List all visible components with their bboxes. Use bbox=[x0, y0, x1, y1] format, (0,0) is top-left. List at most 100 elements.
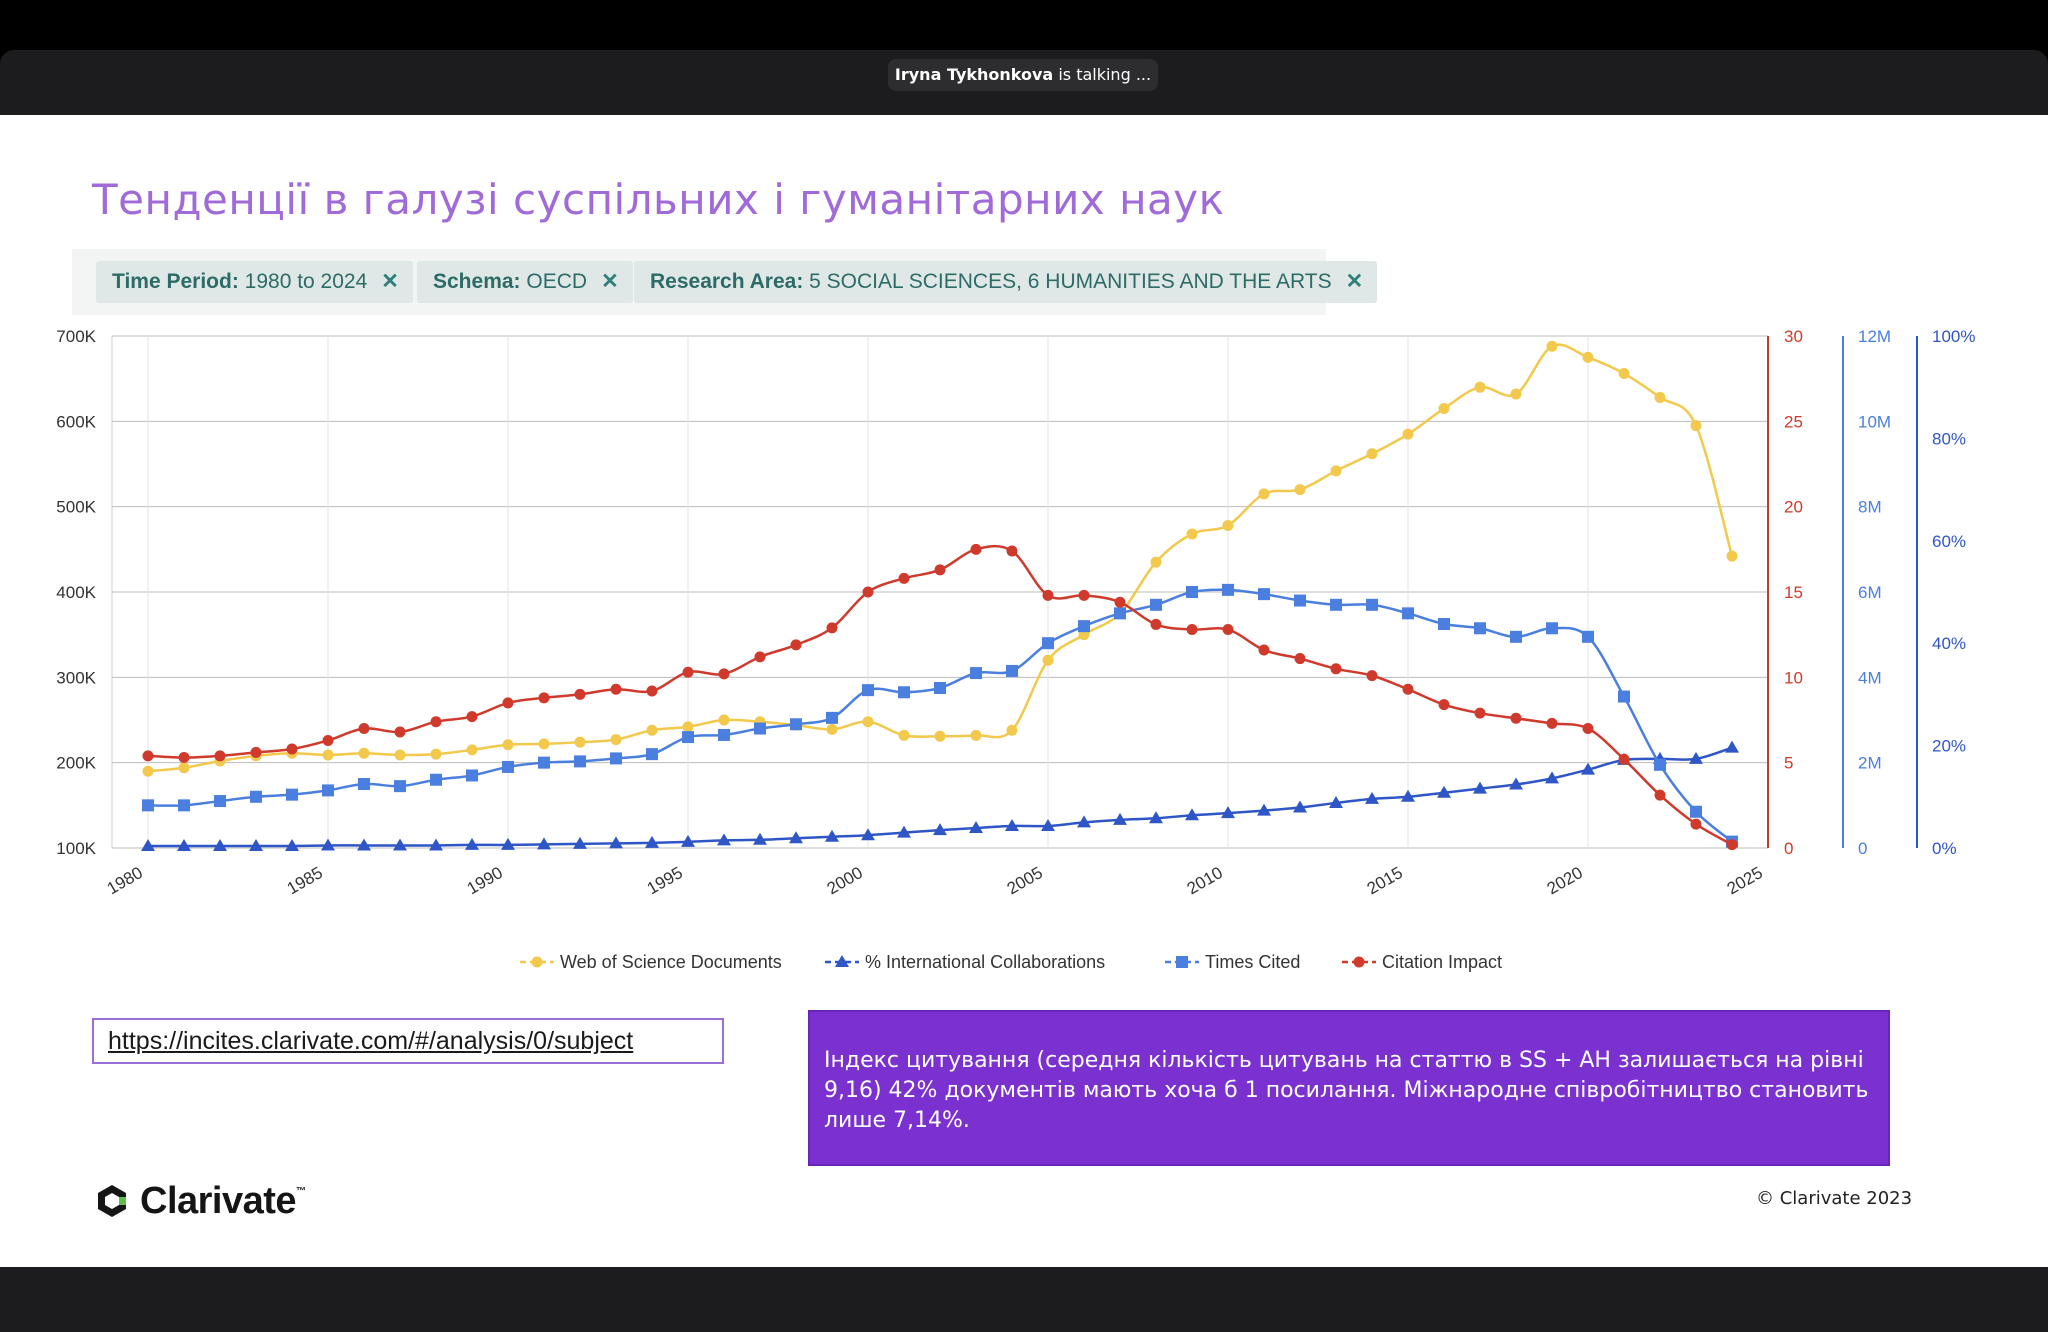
data-point-documents bbox=[1330, 465, 1342, 477]
y-percent-tick-label: 60% bbox=[1932, 532, 1966, 551]
data-point-documents bbox=[1402, 428, 1414, 440]
data-point-times-cited bbox=[250, 790, 262, 803]
data-point-documents bbox=[1510, 388, 1522, 400]
data-point-documents bbox=[430, 748, 442, 760]
x-tick-label: 2005 bbox=[1004, 863, 1046, 898]
data-point-times-cited bbox=[1186, 586, 1198, 598]
y-impact-tick-label: 20 bbox=[1784, 498, 1803, 517]
y-percent-tick-label: 40% bbox=[1932, 634, 1966, 653]
data-point-collaborations bbox=[141, 838, 155, 851]
y-impact-tick-label: 10 bbox=[1784, 668, 1803, 687]
data-point-citation-impact bbox=[1294, 653, 1306, 665]
x-tick-label: 2010 bbox=[1184, 863, 1226, 898]
filter-chip-schema[interactable]: Schema: OECD ✕ bbox=[417, 261, 633, 303]
data-point-collaborations bbox=[1509, 777, 1523, 790]
y-impact-tick-label: 30 bbox=[1784, 327, 1803, 346]
close-icon[interactable]: ✕ bbox=[1345, 270, 1364, 293]
y-cited-tick-label: 12M bbox=[1858, 327, 1891, 346]
data-point-documents bbox=[1294, 484, 1306, 496]
data-point-citation-impact bbox=[394, 726, 406, 738]
data-point-collaborations bbox=[1257, 803, 1271, 816]
x-tick-label: 2015 bbox=[1364, 863, 1406, 898]
data-point-citation-impact bbox=[286, 743, 298, 755]
y-left-tick-label: 200K bbox=[56, 754, 96, 773]
data-point-collaborations bbox=[969, 821, 983, 834]
clarivate-logo-icon bbox=[98, 1185, 126, 1217]
y-cited-tick-label: 6M bbox=[1858, 583, 1882, 602]
data-point-documents bbox=[538, 738, 550, 750]
data-point-times-cited bbox=[394, 780, 406, 793]
data-point-collaborations bbox=[1041, 818, 1055, 831]
data-point-citation-impact bbox=[970, 543, 982, 555]
data-point-collaborations bbox=[897, 825, 911, 838]
x-tick-label: 2020 bbox=[1544, 863, 1586, 898]
data-point-collaborations bbox=[1185, 808, 1199, 821]
data-point-documents bbox=[610, 734, 622, 746]
data-point-citation-impact bbox=[1222, 624, 1234, 636]
data-point-times-cited bbox=[178, 799, 190, 812]
filter-chip-time-period[interactable]: Time Period: 1980 to 2024 ✕ bbox=[96, 261, 413, 303]
data-point-collaborations bbox=[1293, 800, 1307, 813]
data-point-collaborations bbox=[1437, 785, 1451, 798]
data-point-times-cited bbox=[1078, 620, 1090, 633]
copyright: © Clarivate 2023 bbox=[1756, 1188, 1913, 1209]
data-point-collaborations bbox=[285, 838, 299, 851]
data-point-citation-impact bbox=[682, 666, 694, 678]
data-point-times-cited bbox=[322, 784, 334, 797]
legend-marker bbox=[1353, 956, 1365, 968]
data-point-citation-impact bbox=[1438, 699, 1450, 711]
y-cited-tick-label: 0 bbox=[1858, 839, 1867, 858]
data-point-citation-impact bbox=[1078, 589, 1090, 601]
y-impact-tick-label: 5 bbox=[1784, 754, 1793, 773]
legend-label: % International Collaborations bbox=[865, 952, 1105, 972]
data-point-collaborations bbox=[861, 828, 875, 841]
logo-trademark: ™ bbox=[296, 1185, 306, 1197]
data-point-citation-impact bbox=[142, 750, 154, 762]
data-point-citation-impact bbox=[1546, 717, 1558, 729]
filter-chip-research-area[interactable]: Research Area: 5 SOCIAL SCIENCES, 6 HUMA… bbox=[634, 261, 1378, 303]
data-point-documents bbox=[1042, 654, 1054, 666]
data-point-documents bbox=[1582, 351, 1594, 363]
data-point-documents bbox=[1366, 448, 1378, 460]
data-point-times-cited bbox=[214, 795, 226, 808]
data-point-times-cited bbox=[574, 755, 586, 768]
data-point-times-cited bbox=[970, 667, 982, 680]
y-cited-tick-label: 10M bbox=[1858, 412, 1891, 431]
data-point-citation-impact bbox=[1582, 723, 1594, 735]
data-point-citation-impact bbox=[1366, 670, 1378, 682]
series-times-cited bbox=[142, 583, 1738, 848]
data-point-times-cited bbox=[682, 731, 694, 744]
source-link[interactable]: https://incites.clarivate.com/#/analysis… bbox=[92, 1018, 724, 1064]
summary-note: Індекс цитування (середня кількість циту… bbox=[808, 1010, 1890, 1166]
data-point-collaborations bbox=[789, 831, 803, 844]
data-point-documents bbox=[718, 714, 730, 726]
legend-item-times-cited: Times Cited bbox=[1165, 952, 1300, 972]
data-point-documents bbox=[970, 729, 982, 741]
filter-chip-value: 5 SOCIAL SCIENCES, 6 HUMANITIES AND THE … bbox=[809, 270, 1332, 293]
data-point-documents bbox=[1690, 420, 1702, 432]
data-point-citation-impact bbox=[1330, 663, 1342, 675]
trend-chart: 100K 200K 300K 400K 500K 600K 700K 1980 1985 1990… bbox=[56, 327, 1975, 972]
close-icon[interactable]: ✕ bbox=[381, 270, 399, 293]
data-point-times-cited bbox=[466, 769, 478, 782]
y-percent-tick-label: 80% bbox=[1932, 429, 1966, 448]
data-point-times-cited bbox=[826, 711, 838, 724]
close-icon[interactable]: ✕ bbox=[601, 270, 619, 293]
data-point-collaborations bbox=[177, 838, 191, 851]
data-point-collaborations bbox=[429, 838, 443, 851]
data-point-citation-impact bbox=[250, 746, 262, 758]
data-point-documents bbox=[826, 723, 838, 735]
legend-marker bbox=[835, 955, 849, 967]
data-point-times-cited bbox=[1006, 664, 1018, 677]
x-tick-label: 1985 bbox=[284, 863, 326, 898]
y-percent-tick-label: 20% bbox=[1932, 737, 1966, 756]
data-point-citation-impact bbox=[610, 683, 622, 695]
data-point-documents bbox=[322, 749, 334, 761]
data-point-citation-impact bbox=[934, 564, 946, 576]
y-left-tick-label: 600K bbox=[56, 412, 96, 431]
y-impact-tick-label: 15 bbox=[1784, 583, 1803, 602]
window-bottombar bbox=[0, 1267, 2048, 1332]
y-cited-tick-label: 4M bbox=[1858, 668, 1882, 687]
data-point-collaborations bbox=[1113, 812, 1127, 825]
data-point-times-cited bbox=[1330, 598, 1342, 611]
